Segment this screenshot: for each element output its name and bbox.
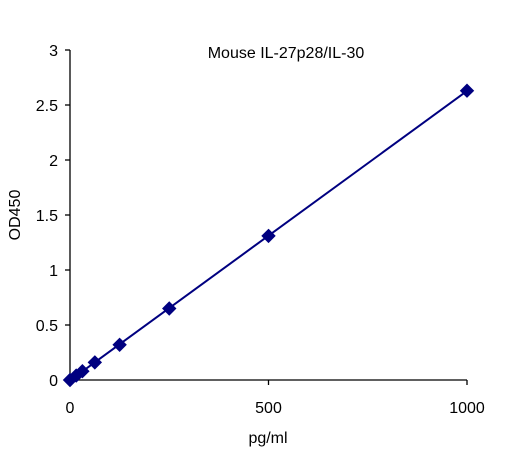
data-point (261, 228, 276, 244)
y-tick-label: 0.5 (36, 318, 58, 335)
y-axis-ticks: 0 0.5 1 1.5 2 2.5 3 (36, 43, 70, 390)
y-tick-label: 1 (49, 263, 58, 280)
y-tick-label: 2.5 (36, 98, 58, 115)
x-axis-title: pg/ml (248, 430, 287, 447)
y-tick-label: 3 (49, 43, 58, 60)
data-point (162, 301, 177, 316)
data-point (112, 337, 127, 353)
plot-area (69, 50, 467, 381)
y-tick-label: 2 (49, 153, 58, 170)
y-tick-label: 1.5 (36, 208, 58, 225)
x-axis-ticks: 0 500 1000 (66, 380, 485, 417)
y-axis-title: OD450 (7, 190, 24, 241)
y-tick-label: 0 (49, 373, 58, 390)
chart-title: Mouse IL-27p28/IL-30 (208, 45, 365, 62)
data-points (62, 83, 475, 388)
x-tick-label: 500 (255, 400, 282, 417)
data-point (459, 83, 475, 98)
x-tick-label: 1000 (449, 400, 485, 417)
data-point (75, 363, 90, 379)
x-tick-label: 0 (66, 400, 75, 417)
data-point (87, 355, 103, 370)
